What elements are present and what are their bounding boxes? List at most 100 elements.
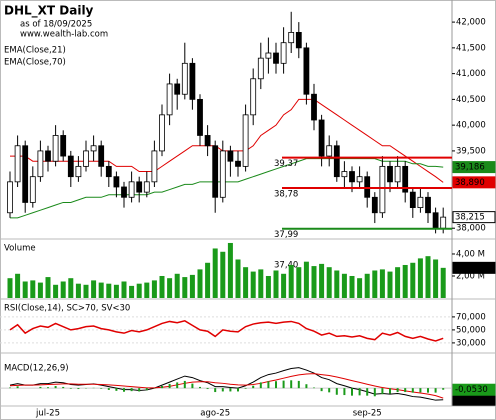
histogram-bar — [39, 386, 42, 389]
candle-body — [219, 150, 226, 198]
candle-body — [7, 181, 13, 214]
y-tick-label: 41,000 — [456, 69, 486, 79]
histogram-bar — [313, 387, 315, 389]
line — [10, 158, 444, 219]
candle-body — [204, 135, 211, 147]
y-tick-label: 50,000 — [456, 325, 486, 335]
volume-bar — [205, 262, 211, 298]
volume-bar — [364, 273, 370, 298]
histogram-bar — [267, 381, 270, 389]
volume-bar — [136, 283, 142, 298]
candle-body — [288, 32, 295, 44]
candle-body — [14, 145, 21, 183]
histogram-bar — [366, 388, 369, 396]
x-tick-label: jul-25 — [35, 409, 60, 419]
candle-body — [212, 145, 219, 198]
histogram-bar — [328, 388, 331, 393]
candle-body — [341, 171, 348, 178]
candle-body — [181, 62, 188, 95]
histogram-bar — [130, 388, 133, 392]
volume-bar — [182, 277, 188, 298]
volume-bar — [433, 259, 439, 298]
candle-body — [318, 119, 325, 157]
candle-body — [136, 181, 143, 193]
volume-bar — [258, 269, 264, 298]
candle-body — [143, 181, 150, 193]
volume-bar — [144, 282, 150, 298]
histogram-bar — [419, 388, 422, 393]
legend-entry: EMA(Close,21) — [4, 46, 66, 56]
histogram-bar — [427, 388, 429, 393]
histogram-bar — [16, 386, 19, 389]
y-tick-label: 38,000 — [456, 224, 486, 234]
chart-title: DHL_XT Daily — [4, 4, 94, 19]
x-tick-label: ago-25 — [200, 409, 230, 419]
candle-body — [402, 165, 409, 193]
candle-body — [242, 114, 249, 167]
value-box-label: 38,890 — [455, 178, 485, 188]
histogram-bar — [229, 388, 232, 392]
candle-body — [83, 150, 89, 167]
histogram-bar — [343, 388, 346, 396]
histogram-bar — [358, 388, 361, 396]
candle-body — [121, 186, 127, 198]
candle-body — [273, 52, 279, 64]
histogram-bar — [282, 380, 285, 389]
level-label: 39,37 — [274, 159, 298, 169]
candle-body — [37, 150, 44, 178]
histogram-bar — [252, 385, 255, 389]
line — [10, 98, 444, 183]
line — [9, 367, 444, 401]
y-tick-label: 42,000 — [456, 18, 486, 28]
y-tick-label: 41,500 — [456, 43, 486, 53]
volume-bar — [334, 270, 340, 298]
histogram-bar — [206, 388, 209, 390]
candle-body — [257, 57, 264, 80]
candle-body — [250, 78, 257, 116]
candle-body — [166, 83, 173, 116]
histogram-bar — [62, 386, 65, 389]
histogram-bar — [9, 387, 11, 389]
volume-bar — [379, 269, 385, 298]
candle-body — [105, 165, 112, 178]
volume-bar — [37, 282, 43, 298]
candle-body — [60, 135, 67, 157]
histogram-bar — [290, 380, 293, 389]
volume-bar — [7, 278, 13, 298]
histogram-bar — [47, 387, 49, 389]
candle-body — [409, 191, 416, 208]
histogram-bar — [305, 384, 308, 389]
source: www.wealth-lab.com — [20, 30, 108, 40]
y-tick-label: 40,500 — [456, 95, 486, 105]
y-tick-label: 70,000 — [456, 312, 486, 322]
candle-body — [197, 98, 203, 136]
volume-bar — [341, 273, 347, 298]
histogram-bar — [168, 383, 171, 389]
volume-bar — [75, 283, 81, 298]
y-tick-label: 39,500 — [456, 146, 486, 156]
candle-body — [29, 176, 36, 203]
histogram-bar — [191, 383, 194, 389]
candle-body — [189, 62, 196, 100]
candle-body — [45, 150, 51, 162]
volume-bar — [387, 271, 393, 298]
candle-body — [265, 52, 272, 59]
volume-bar — [30, 280, 36, 298]
histogram-bar — [442, 388, 445, 390]
histogram-bar — [176, 382, 179, 389]
histogram-bar — [161, 386, 163, 389]
histogram-bar — [54, 386, 57, 389]
candle-body — [295, 32, 302, 49]
panel-title: RSI(Close,14), SC>70, SV<30 — [4, 304, 130, 314]
y-tick-label: 4,00 M — [456, 249, 485, 259]
volume-bar — [296, 267, 302, 298]
candle-body — [371, 196, 378, 214]
histogram-bar — [199, 386, 201, 389]
volume-bar — [250, 271, 256, 298]
histogram-bar — [297, 380, 300, 389]
volume-bar — [121, 281, 127, 298]
candle-body — [379, 165, 386, 214]
volume-bar — [311, 266, 317, 298]
volume-bar — [15, 273, 21, 298]
